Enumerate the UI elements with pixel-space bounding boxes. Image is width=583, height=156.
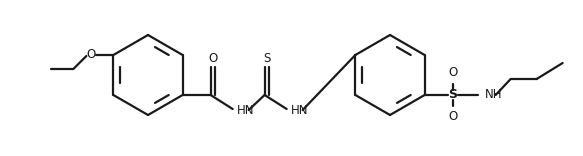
Text: HN: HN xyxy=(237,105,254,117)
Text: NH: NH xyxy=(484,88,502,102)
Text: S: S xyxy=(448,88,457,102)
Text: O: O xyxy=(448,66,457,80)
Text: O: O xyxy=(208,53,217,66)
Text: O: O xyxy=(87,49,96,61)
Text: S: S xyxy=(263,53,271,66)
Text: O: O xyxy=(448,110,457,124)
Text: HN: HN xyxy=(291,105,308,117)
